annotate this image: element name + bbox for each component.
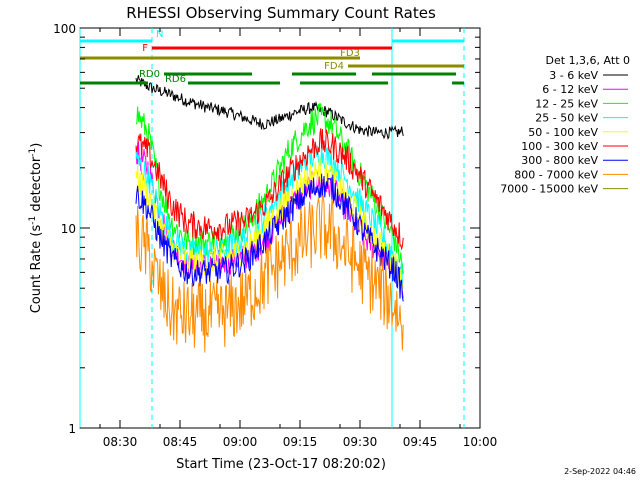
series-line [135,143,404,288]
series-line [135,102,404,275]
y-axis-label: Count Rate (s-1 detector-1) [28,143,44,314]
y-axis-label-sup1: -1 [28,216,38,225]
legend-label: 800 - 7000 keV [514,168,598,181]
legend-title: Det 1,3,6, Att 0 [546,54,630,67]
plot-area: NF FD3 FD4 RD0 RD6 08:30 08:45 09:00 09:15 09:30… [53,22,497,449]
x-tick-label: 09:00 [223,435,258,449]
x-tick-label: 08:45 [163,435,198,449]
y-tick-label: 100 [53,22,76,36]
legend-label: 12 - 25 keV [535,97,598,110]
y-axis-label-sup2: -1 [28,148,38,157]
chart-title: RHESSI Observing Summary Count Rates [126,4,436,22]
x-tick-label: 09:45 [403,435,438,449]
y-tick-label: 1 [68,422,76,436]
y-axis-label-main: Count Rate (s [29,225,44,314]
y-axis-label-end: ) [29,143,44,148]
legend-label: 6 - 12 keV [542,83,598,96]
flag-label: N [156,29,163,40]
series-line [135,194,404,353]
plot-frame [79,27,481,429]
x-axis-ticks: 08:30 08:45 09:00 09:15 09:30 09:45 10:00 [99,28,498,449]
x-tick-label: 09:15 [283,435,318,449]
y-axis-label-mid: detector [29,156,44,216]
y-tick-label: 10 [61,222,76,236]
flag-label: FD4 [324,61,344,72]
series-lines [135,75,404,353]
legend-label: 7000 - 15000 keV [500,183,598,196]
x-axis-label: Start Time (23-Oct-17 08:20:02) [176,457,386,472]
state-flag-bars: NF FD3 FD4 RD0 RD6 [80,29,464,85]
flag-label: F [142,43,148,54]
legend-label: 50 - 100 keV [528,126,598,139]
legend-label: 300 - 800 keV [521,154,598,167]
series-line [135,173,404,302]
series-line [135,141,404,299]
series-line [135,128,404,251]
series-line [135,75,404,140]
y-axis-ticks: 1 10 100 [53,22,480,436]
x-tick-label: 10:00 [463,435,498,449]
x-tick-label: 08:30 [103,435,138,449]
flag-label: FD3 [340,48,360,59]
footer-date: 2-Sep-2022 04:46 [564,467,636,476]
legend-label: 3 - 6 keV [549,69,598,82]
legend-label: 100 - 300 keV [521,140,598,153]
flag-label: RD0 [139,69,160,80]
x-tick-label: 09:30 [343,435,378,449]
flag-label: RD6 [165,74,186,85]
legend-label: 25 - 50 keV [535,112,598,125]
